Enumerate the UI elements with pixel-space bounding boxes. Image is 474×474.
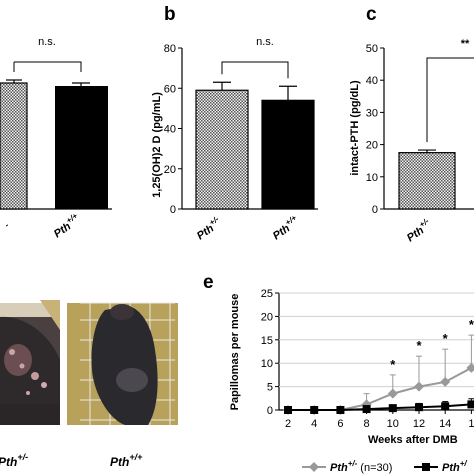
legend-marker-wt bbox=[422, 463, 430, 471]
panel-e-star-1: * bbox=[416, 338, 422, 353]
panel-d: Pth+/- Pth+/+ bbox=[0, 300, 178, 469]
panel-b-letter: b bbox=[164, 4, 176, 25]
panel-b-bar-2 bbox=[261, 99, 315, 210]
series-2-line bbox=[288, 403, 472, 411]
panel-a-cat-1: - bbox=[3, 220, 11, 229]
photo-label-wt: Pth+/+ bbox=[110, 452, 143, 469]
panel-e-plot: 0 5 10 15 20 25 2 4 6 8 10 12 14 1 * * * * bbox=[261, 288, 474, 430]
panel-c-ytick-label-1: 10 bbox=[366, 172, 378, 184]
panel-e-xtick-label-1: 4 bbox=[311, 418, 317, 430]
series-1-point-4 bbox=[387, 388, 398, 399]
panel-e-ytick-label-5: 25 bbox=[261, 288, 273, 300]
panel-b-sig-bracket bbox=[221, 61, 289, 79]
panel-b-cat-1: Pth+/- bbox=[193, 214, 224, 242]
series-2-point-3 bbox=[362, 405, 371, 414]
panel-e-xlabel: Weeks after DMB bbox=[368, 434, 458, 446]
panel-c-ytick-label-0: 0 bbox=[372, 204, 378, 216]
panel-c-plot: 0 10 20 30 40 50 bbox=[366, 43, 474, 216]
panel-b: b 0 20 40 60 80 n.s. 1,25(OH)2 D (pg/mL) Pth… bbox=[151, 4, 318, 242]
series-2-point-0 bbox=[284, 406, 292, 414]
panel-c-ylabel: intact-PTH (pg/dL) bbox=[349, 80, 361, 176]
panel-e-xtick-label-3: 8 bbox=[364, 418, 370, 430]
panel-b-ytick-label-4: 80 bbox=[164, 43, 176, 55]
panel-a-cat-2: Pth+/+ bbox=[50, 211, 83, 240]
panel-c-ytick-label-3: 30 bbox=[366, 107, 378, 119]
panel-c-sig-label: ** bbox=[461, 38, 470, 50]
panel-b-cat-2: Pth+/+ bbox=[269, 213, 302, 242]
panel-a-bar-2 bbox=[55, 86, 108, 209]
panel-e-ytick-label-2: 10 bbox=[261, 358, 273, 370]
panel-e-xtick-label-5: 12 bbox=[413, 418, 425, 430]
series-2-point-4 bbox=[388, 404, 397, 413]
series-1-point-7 bbox=[466, 362, 474, 373]
legend-marker-het bbox=[309, 462, 319, 472]
series-1-point-6 bbox=[440, 376, 451, 387]
panel-a-bar-1 bbox=[0, 82, 28, 210]
legend-label-het: Pth+/- (n=30) bbox=[330, 459, 392, 474]
legend-label-wt: Pth+/ bbox=[442, 459, 467, 474]
panel-e-ylabel: Papillomas per mouse bbox=[229, 294, 241, 411]
panel-e-star-2: * bbox=[443, 331, 449, 346]
panel-e-xtick-label-0: 2 bbox=[285, 418, 291, 430]
photo-label-het: Pth+/- bbox=[0, 452, 28, 469]
panel-b-sig-label: n.s. bbox=[256, 36, 274, 48]
panel-c-ytick-label-5: 50 bbox=[366, 43, 378, 55]
panel-b-ytick-label-3: 60 bbox=[164, 83, 176, 95]
panel-b-bar-1 bbox=[195, 89, 249, 210]
panel-b-ytick-label-0: 0 bbox=[170, 204, 176, 216]
panel-c: c 0 10 20 30 40 50 ** intact-PTH (pg/dL) Pth+… bbox=[349, 4, 474, 244]
series-2-point-7 bbox=[467, 400, 474, 409]
panel-e-letter: e bbox=[203, 272, 214, 293]
panel-e-star-3: * bbox=[469, 317, 474, 332]
panel-e-star-0: * bbox=[390, 357, 396, 372]
panel-b-plot: 0 20 40 60 80 bbox=[164, 43, 318, 216]
panel-a: n.s. - Pth+/+ bbox=[0, 36, 112, 240]
series-2-point-1 bbox=[310, 406, 319, 414]
panel-b-ylabel: 1,25(OH)2 D (pg/mL) bbox=[151, 92, 163, 198]
panel-e-xtick-label-2: 6 bbox=[337, 418, 343, 430]
panel-b-ytick-label-2: 40 bbox=[164, 124, 176, 136]
panel-e-legend: Pth+/- (n=30) Pth+/ bbox=[302, 459, 467, 474]
photo-pth-het bbox=[0, 300, 60, 425]
panel-e-ytick-label-4: 20 bbox=[261, 311, 273, 323]
panel-e-xtick-label-4: 10 bbox=[387, 418, 399, 430]
panel-e-ytick-label-0: 0 bbox=[267, 405, 273, 417]
panel-c-bar-1 bbox=[398, 152, 456, 210]
panel-b-ytick-label-1: 20 bbox=[164, 164, 176, 176]
panel-a-sig-bracket bbox=[13, 61, 82, 72]
series-1-point-5 bbox=[414, 381, 424, 392]
panel-e-ytick-label-1: 5 bbox=[267, 382, 273, 394]
series-2-point-5 bbox=[415, 403, 423, 412]
panel-c-cat-1: Pth+/- bbox=[403, 216, 434, 244]
series-2-point-6 bbox=[441, 402, 450, 411]
panel-c-ytick-label-2: 20 bbox=[366, 140, 378, 152]
panel-c-letter: c bbox=[366, 4, 377, 25]
panel-e-ytick-label-3: 15 bbox=[261, 335, 273, 347]
panel-e-xtick-label-6: 14 bbox=[439, 418, 451, 430]
photo-pth-wt bbox=[67, 302, 178, 425]
panel-a-sig-label: n.s. bbox=[38, 36, 56, 48]
panel-c-ytick-label-4: 40 bbox=[366, 75, 378, 87]
panel-c-sig-bracket bbox=[426, 57, 474, 143]
panel-e: e Papillomas per mouse 0 5 10 15 20 25 2 4 6 8 10 1… bbox=[203, 272, 474, 474]
series-2-point-2 bbox=[336, 406, 345, 414]
panel-e-xtick-label-7: 1 bbox=[468, 418, 474, 430]
